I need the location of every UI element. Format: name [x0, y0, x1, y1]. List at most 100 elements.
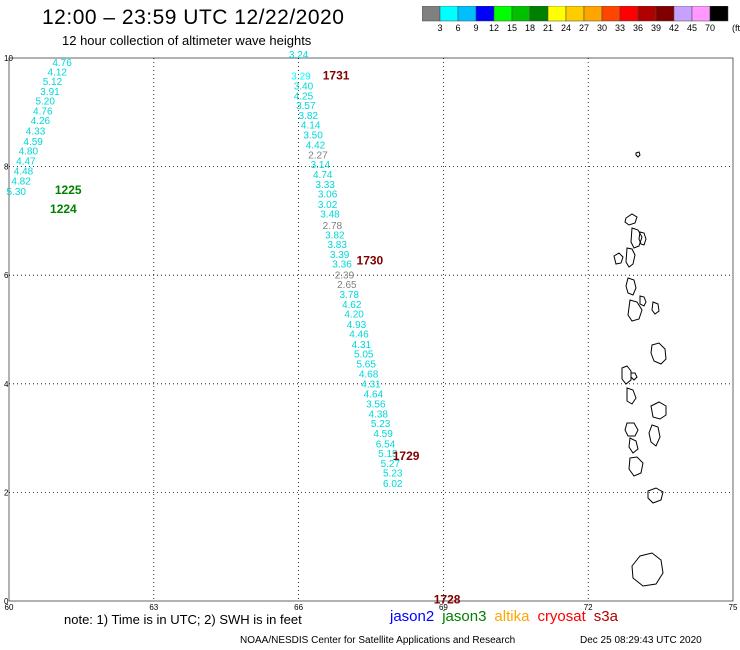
legend-label: 33	[614, 23, 626, 33]
satellite-label: jason2	[390, 608, 435, 625]
wave-height-value: 4.31	[352, 340, 372, 351]
wave-height-value: 4.59	[23, 137, 43, 148]
legend-label: 45	[686, 23, 698, 33]
legend-label: 36	[632, 23, 644, 33]
wave-height-value: 5.12	[43, 77, 63, 88]
satellite-label: jason3	[442, 608, 487, 625]
lat-tick-label: 6	[4, 271, 9, 280]
pass-time-label: 1225	[55, 183, 82, 197]
lat-tick-label: 10	[4, 54, 13, 63]
legend-label: 70	[704, 23, 716, 33]
pass-time-label: 1224	[50, 202, 77, 216]
wave-height-value: 5.65	[356, 360, 376, 371]
page-title: 12:00 – 23:59 UTC 12/22/2020	[42, 6, 345, 29]
footer-credit: NOAA/NESDIS Center for Satellite Applica…	[240, 635, 516, 646]
wave-height-value: 4.46	[349, 330, 369, 341]
wave-height-value: 5.20	[35, 97, 55, 108]
page-subtitle: 12 hour collection of altimeter wave hei…	[62, 33, 312, 48]
island-outline	[635, 151, 641, 158]
island-outline	[647, 487, 664, 504]
lon-tick-label: 69	[439, 603, 448, 610]
wave-height-value: 4.76	[52, 58, 72, 69]
wave-height-value: 4.93	[347, 320, 367, 331]
wave-height-value: 3.29	[291, 72, 311, 83]
wave-height-value: 4.68	[359, 369, 379, 380]
legend-label: 24	[560, 23, 572, 33]
wave-height-value: 2.39	[335, 270, 355, 281]
island-outline	[639, 295, 647, 307]
wave-height-value: 3.40	[294, 81, 314, 92]
wave-height-value: 3.91	[40, 87, 60, 98]
wave-height-value: 4.42	[306, 141, 326, 152]
island-outline	[650, 342, 667, 365]
island-outline	[630, 227, 643, 249]
wave-height-value: 4.48	[14, 167, 34, 178]
satellite-label: altika	[494, 608, 530, 625]
footer-timestamp: Dec 25 08:29:43 UTC 2020	[580, 635, 702, 646]
legend-label: 3	[437, 23, 443, 33]
island-outline	[630, 372, 638, 381]
wave-height-value: 4.26	[31, 116, 51, 127]
wave-height-value: 6.02	[383, 479, 403, 490]
lat-tick-label: 8	[4, 163, 9, 172]
satellite-label: cryosat	[537, 608, 586, 625]
wave-height-value: 3.02	[318, 200, 338, 211]
legend-label: 18	[524, 23, 536, 33]
wave-height-value: 4.80	[19, 147, 39, 158]
legend-label: 21	[542, 23, 554, 33]
wave-height-value: 4.62	[342, 300, 362, 311]
island-outline	[621, 365, 632, 385]
lat-tick-label: 0	[4, 597, 9, 606]
island-outline	[624, 213, 638, 226]
wave-height-value: 3.33	[315, 180, 335, 191]
legend-label: 39	[650, 23, 662, 33]
lon-tick-label: 60	[5, 603, 14, 610]
pass-time-label: 1728	[434, 593, 461, 607]
wave-height-value: 3.06	[318, 190, 338, 201]
wave-height-value: 2.27	[308, 150, 328, 161]
footer-note: note: 1) Time is in UTC; 2) SWH is in fe…	[64, 612, 302, 627]
wave-height-value: 4.38	[369, 409, 389, 420]
legend-label: 9	[473, 23, 479, 33]
wave-height-value: 4.31	[361, 380, 381, 391]
lon-tick-label: 72	[584, 603, 593, 610]
wave-height-value: 5.27	[381, 459, 401, 470]
legend-label: 6	[455, 23, 461, 33]
island-outline	[648, 424, 661, 447]
wave-height-value: 3.82	[299, 111, 319, 122]
wave-height-value: 3.82	[325, 230, 345, 241]
wave-height-value: 4.12	[48, 67, 68, 78]
island-outline	[628, 437, 639, 454]
island-outline	[628, 456, 644, 477]
wave-height-value: 3.56	[366, 400, 386, 411]
legend-label: 12	[488, 23, 500, 33]
map-frame	[8, 57, 734, 602]
lon-tick-label: 66	[294, 603, 303, 610]
lon-tick-label: 75	[729, 603, 738, 610]
wave-height-value: 5.30	[7, 187, 27, 198]
island-outline	[613, 252, 624, 265]
lon-tick-label: 63	[149, 603, 158, 610]
wave-height-value: 3.36	[332, 260, 352, 271]
wave-height-value: 3.57	[296, 101, 316, 112]
wave-height-value: 5.23	[383, 469, 403, 480]
wave-height-value: 5.05	[354, 350, 374, 361]
wave-height-value: 3.39	[330, 250, 350, 261]
wave-height-value: 5.23	[371, 419, 391, 430]
island-outline	[625, 277, 637, 296]
satellite-label: s3a	[593, 608, 618, 625]
wave-height-value: 4.14	[301, 121, 321, 132]
island-outline	[626, 387, 637, 405]
wave-height-value: 3.14	[311, 160, 331, 171]
wave-height-value: 6.54	[376, 439, 396, 450]
lat-tick-label: 2	[4, 488, 9, 497]
wave-height-value: 4.76	[33, 106, 53, 117]
island-outline	[651, 301, 660, 315]
wave-height-value: 2.78	[323, 221, 343, 232]
island-outline	[625, 247, 636, 268]
wave-height-value: 3.83	[327, 240, 347, 251]
island-outline	[627, 299, 643, 322]
